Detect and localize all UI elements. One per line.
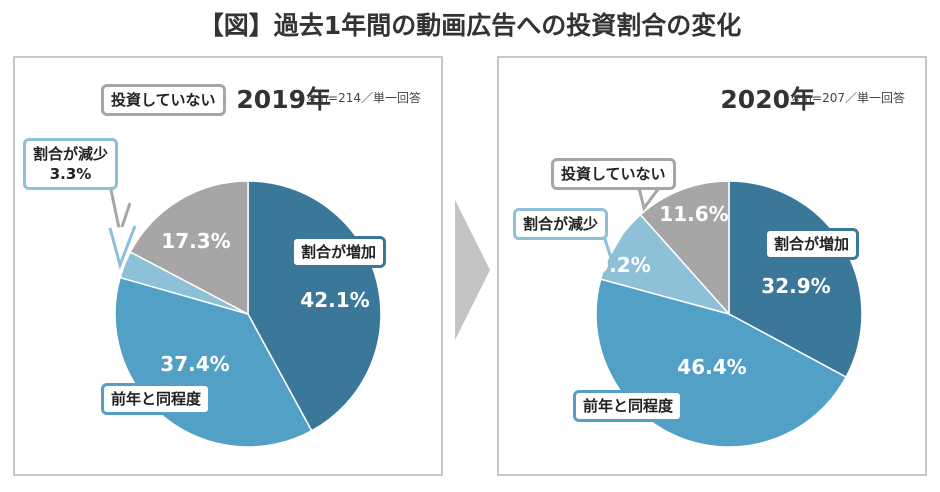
chart-note: ※ n=207／単一回答 [790,91,905,105]
data-label-none: 11.6% [659,202,729,226]
legend-callout-same: 前年と同程度 [573,390,684,422]
pie-chart-2019 [108,180,382,448]
callout-pointer-decrease [108,225,137,270]
chart-panel-2020: 2020年 ※ n=207／単一回答 32.9% 46.4% 9.2% 11.6… [497,56,927,476]
data-label-decrease: 9.2% [595,253,651,277]
pie-slice-none [639,180,730,316]
callout-pointer-decrease [602,235,626,262]
callout-pointer-none [637,187,661,212]
data-label-increase: 42.1% [300,288,370,312]
legend-callout-decrease: 割合が減少 3.3% [23,138,119,190]
data-label-same: 37.4% [160,352,230,376]
category-label: 割合が減少 [33,145,109,163]
page-title: 【図】過去1年間の動画広告への投資割合の変化 [198,11,742,40]
data-label-decrease: 3.3% [49,165,92,183]
legend-callout-increase: 割合が増加 [291,236,387,268]
data-label-increase: 32.9% [761,274,831,298]
chart-title: 2020年 [720,85,815,114]
legend-callout-decrease: 割合が減少 [513,208,609,240]
legend-callout-none: 投資していない [101,84,226,116]
arrow-right-icon [455,200,490,340]
data-label-same: 46.4% [677,355,747,379]
pie-chart-2020 [595,180,863,448]
chart-note: ※ n=214／単一回答 [306,91,421,105]
legend-callout-increase: 割合が増加 [764,228,860,260]
legend-callout-same: 前年と同程度 [101,383,212,415]
legend-callout-none: 投資していない [551,158,676,190]
chart-title: 2019年 [236,85,331,114]
callout-pointer-none [108,184,132,239]
data-label-none: 17.3% [161,229,231,253]
pie-slice-none [129,180,249,316]
chart-panel-2019: 2019年 ※ n=214／単一回答 42.1% 37.4% 17.3% 割合が… [13,56,443,476]
